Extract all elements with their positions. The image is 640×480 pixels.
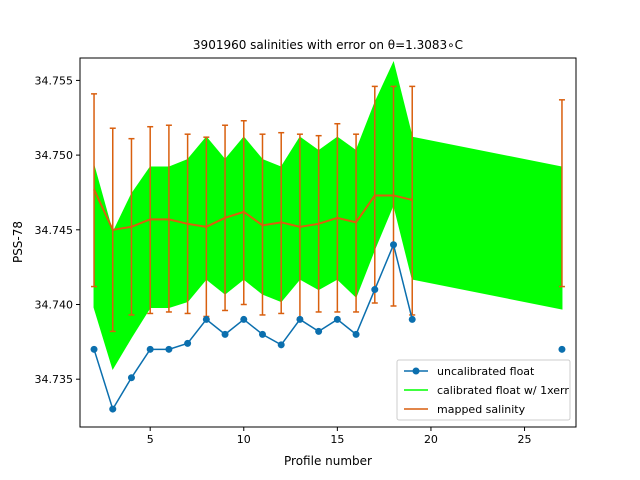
legend-label-calibrated: calibrated float w/ 1xerr: [437, 384, 569, 397]
y-axis-label: PSS-78: [11, 221, 25, 263]
uncalibrated-point: [558, 345, 566, 353]
y-tick-label: 34.755: [35, 74, 74, 87]
uncalibrated-point: [390, 241, 398, 249]
legend-label-mapped: mapped salinity: [437, 403, 526, 416]
legend-marker-uncalibrated: [412, 367, 420, 375]
uncalibrated-point: [352, 330, 360, 338]
x-tick-label: 5: [147, 433, 154, 446]
uncalibrated-point: [109, 405, 117, 413]
legend-box: [396, 359, 571, 421]
uncalibrated-point: [296, 315, 304, 323]
x-axis-label: Profile number: [284, 454, 372, 468]
uncalibrated-point: [371, 286, 379, 294]
calibrated-band: [93, 60, 563, 370]
uncalibrated-point: [315, 327, 323, 335]
markers-layer: [90, 241, 566, 413]
uncalibrated-point: [127, 374, 135, 382]
y-tick-label: 34.740: [35, 298, 74, 311]
uncalibrated-point: [333, 315, 341, 323]
chart-title: 3901960 salinities with error on θ=1.308…: [193, 38, 463, 52]
uncalibrated-point: [408, 315, 416, 323]
axes-layer: 5 10 15 20 25 34.735 34.740 34.745 34.750 34.755: [35, 74, 532, 446]
plot-frame: [79, 57, 577, 428]
y-tick-label: 34.745: [35, 224, 74, 237]
mapped-salinity-line: [93, 189, 413, 231]
legend-label-uncalibrated: uncalibrated float: [437, 365, 535, 378]
legend: uncalibrated float calibrated float w/ 1…: [396, 359, 571, 421]
lines-layer: [93, 189, 413, 411]
uncalibrated-line: [93, 242, 413, 411]
x-tick-label: 10: [237, 433, 251, 446]
uncalibrated-point: [165, 345, 173, 353]
uncalibrated-point: [184, 339, 192, 347]
y-tick-label: 34.750: [35, 149, 74, 162]
uncalibrated-point: [146, 345, 154, 353]
y-tick-label: 34.735: [35, 373, 74, 386]
uncalibrated-point: [202, 315, 210, 323]
x-tick-label: 25: [518, 433, 532, 446]
uncalibrated-point: [258, 330, 266, 338]
uncalibrated-point: [277, 341, 285, 349]
uncalibrated-point: [240, 315, 248, 323]
x-tick-label: 20: [424, 433, 438, 446]
band-layer: [93, 60, 563, 370]
x-tick-label: 15: [330, 433, 344, 446]
uncalibrated-point: [221, 330, 229, 338]
uncalibrated-point: [90, 345, 98, 353]
